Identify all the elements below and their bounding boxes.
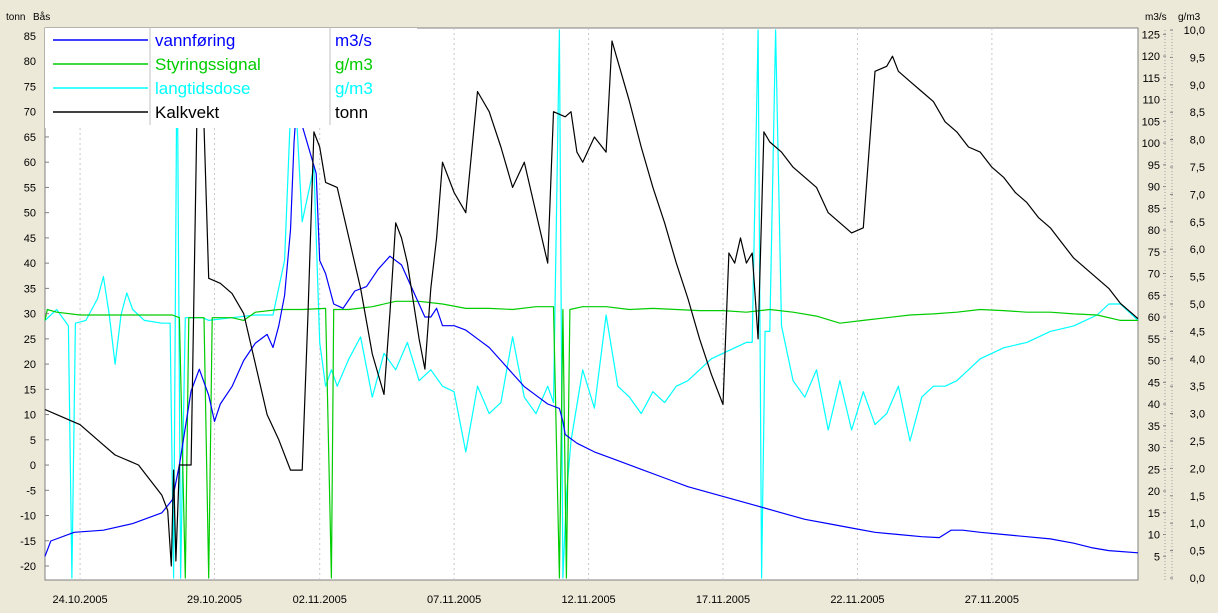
- right2-tick-label: 0,5: [1190, 546, 1205, 558]
- legend-series-name: Styringssignal: [155, 55, 261, 74]
- right1-tick-label: 25: [1148, 464, 1160, 476]
- right2-tick-label: 1,5: [1190, 491, 1205, 503]
- left-tick-label: -15: [20, 536, 36, 548]
- left-tick-label: 30: [24, 309, 36, 321]
- right1-tick-label: 50: [1148, 356, 1160, 368]
- right1-tick-label: 20: [1148, 486, 1160, 498]
- right1-tick-label: 105: [1142, 116, 1160, 128]
- left-tick-label: 5: [30, 435, 36, 447]
- right-axis-2-label: g/m3: [1178, 12, 1201, 23]
- right1-tick-label: 90: [1148, 182, 1160, 194]
- right1-tick-label: 115: [1142, 73, 1160, 85]
- left-tick-label: 60: [24, 157, 36, 169]
- legend: vannføring m3/s Styringssignal g/m3 langtids…: [45, 28, 417, 128]
- right2-tick-label: 5,5: [1190, 272, 1205, 284]
- right2-tick-label: 3,5: [1190, 381, 1205, 393]
- right1-tick-label: 45: [1148, 377, 1160, 389]
- right1-tick-label: 125: [1142, 29, 1160, 41]
- x-tick-label: 02.11.2005: [293, 594, 347, 606]
- right1-tick-label: 35: [1148, 421, 1160, 433]
- left-tick-label: 35: [24, 283, 36, 295]
- left-tick-label: 10: [24, 410, 36, 422]
- right1-tick-label: 40: [1148, 399, 1160, 411]
- right1-tick-label: 100: [1142, 138, 1160, 150]
- series-group: [44, 29, 1139, 579]
- axis-ticks: 24.10.2005 29.10.2005 02.11.2005 07.11.2005…: [20, 25, 1205, 606]
- x-tick-label: 22.11.2005: [830, 594, 884, 606]
- left-tick-label: -20: [20, 561, 36, 573]
- legend-series-unit: g/m3: [335, 79, 373, 98]
- legend-series-unit: g/m3: [335, 55, 373, 74]
- right-axis-1-label: m3/s: [1145, 12, 1167, 23]
- x-tick-label: 27.11.2005: [965, 594, 1019, 606]
- right1-tick-label: 85: [1148, 203, 1160, 215]
- right2-tick-label: 6,0: [1190, 244, 1205, 256]
- left-tick-label: 85: [24, 31, 36, 43]
- left-tick-label: 50: [24, 208, 36, 220]
- x-tick-label: 12.11.2005: [561, 594, 615, 606]
- right2-tick-label: 7,0: [1190, 189, 1205, 201]
- series-line-styringssignal: [44, 300, 1138, 579]
- right2-tick-label: 2,0: [1190, 463, 1205, 475]
- right2-tick-label: 1,0: [1190, 518, 1205, 530]
- left-tick-label: 75: [24, 81, 36, 93]
- legend-series-unit: tonn: [335, 103, 368, 122]
- x-tick-label: 24.10.2005: [53, 594, 108, 606]
- right1-tick-label: 65: [1148, 290, 1160, 302]
- right2-tick-label: 6,5: [1190, 217, 1205, 229]
- right2-tick-label: 5,0: [1190, 299, 1205, 311]
- left-axis-label-2: Bås: [33, 11, 50, 23]
- left-tick-label: 70: [24, 107, 36, 119]
- legend-series-name: vannføring: [155, 31, 235, 50]
- left-tick-label: 55: [24, 182, 36, 194]
- left-tick-label: -10: [20, 511, 36, 523]
- left-tick-label: 80: [24, 56, 36, 68]
- x-tick-label: 07.11.2005: [427, 594, 481, 606]
- series-line-langtidsdose: [44, 29, 1139, 579]
- right1-tick-label: 110: [1142, 95, 1160, 107]
- right2-tick-label: 8,0: [1190, 135, 1205, 147]
- left-tick-label: 65: [24, 132, 36, 144]
- right2-tick-label: 4,0: [1190, 354, 1205, 366]
- right1-tick-label: 95: [1148, 160, 1160, 172]
- series-line-kalkvekt: [44, 40, 1139, 567]
- right1-tick-label: 75: [1148, 247, 1160, 259]
- right2-tick-label: 0,0: [1190, 573, 1205, 585]
- right1-tick-label: 10: [1148, 530, 1160, 542]
- right1-tick-label: 5: [1154, 551, 1160, 563]
- left-tick-label: 15: [24, 384, 36, 396]
- right2-tick-label: 3,0: [1190, 409, 1205, 421]
- right2-tick-label: 10,0: [1184, 25, 1205, 37]
- left-tick-label: -5: [26, 485, 36, 497]
- series-line-vannfring: [44, 107, 1139, 557]
- right1-tick-label: 60: [1148, 312, 1160, 324]
- x-tick-label: 29.10.2005: [187, 594, 242, 606]
- left-tick-label: 40: [24, 258, 36, 270]
- right1-tick-label: 120: [1142, 51, 1160, 63]
- left-tick-label: 0: [30, 460, 36, 472]
- legend-series-name: langtidsdose: [155, 79, 250, 98]
- right1-tick-label: 55: [1148, 334, 1160, 346]
- right2-tick-label: 7,5: [1190, 162, 1205, 174]
- right1-tick-label: 80: [1148, 225, 1160, 237]
- legend-series-name: Kalkvekt: [155, 103, 220, 122]
- right2-tick-label: 8,5: [1190, 107, 1205, 119]
- right2-tick-label: 4,5: [1190, 326, 1205, 338]
- left-axis-label: tonn: [6, 12, 25, 23]
- left-tick-label: 45: [24, 233, 36, 245]
- right2-tick-label: 9,5: [1190, 52, 1205, 64]
- right1-tick-label: 70: [1148, 269, 1160, 281]
- legend-series-unit: m3/s: [335, 31, 372, 50]
- right1-tick-label: 30: [1148, 443, 1160, 455]
- left-tick-label: 20: [24, 359, 36, 371]
- right2-tick-label: 9,0: [1190, 80, 1205, 92]
- left-tick-label: 25: [24, 334, 36, 346]
- right1-tick-label: 15: [1148, 508, 1160, 520]
- x-tick-label: 17.11.2005: [696, 594, 750, 606]
- right2-tick-label: 2,5: [1190, 436, 1205, 448]
